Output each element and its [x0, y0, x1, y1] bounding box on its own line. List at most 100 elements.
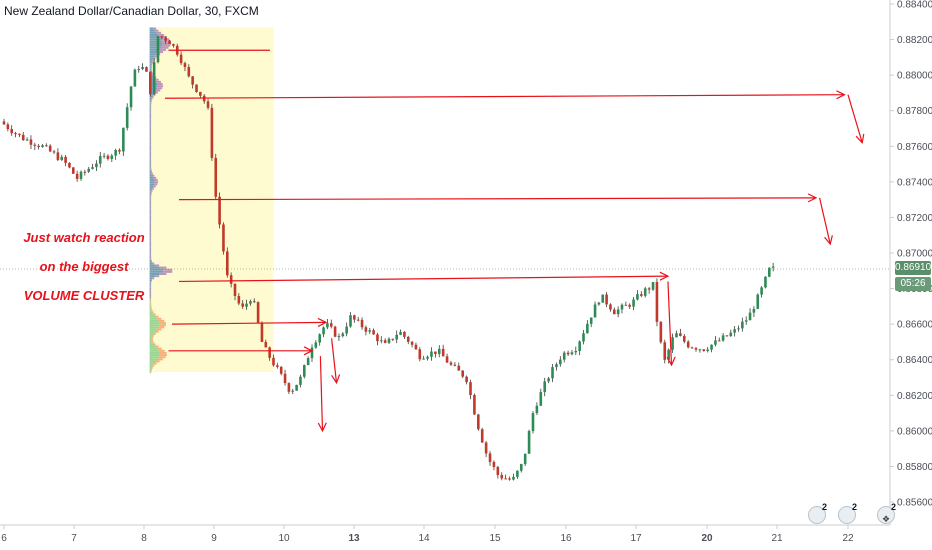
volume-bar-buy [149, 364, 153, 367]
volume-bar-sell [150, 106, 152, 109]
annotation-arrow [819, 197, 831, 244]
candle-body [125, 107, 129, 128]
volume-bar-sell [150, 151, 152, 154]
news-widget-1[interactable]: 2 [808, 502, 830, 524]
candle-body [276, 365, 279, 367]
price-tick-label: 0.85600 [897, 498, 932, 509]
volume-bar-buy [149, 322, 160, 325]
volume-bar-buy [149, 125, 151, 128]
candle-body [445, 356, 449, 363]
volume-bar-buy [149, 151, 151, 154]
volume-bar-buy [149, 147, 151, 150]
volume-bar-sell [157, 358, 163, 361]
candle-body [714, 340, 717, 345]
candle-body [667, 349, 670, 360]
candle-body [543, 381, 546, 393]
widget-count: 2 [852, 502, 858, 512]
candle-body [582, 333, 585, 342]
volume-bar-buy [149, 127, 151, 130]
candle-body [187, 67, 191, 77]
volume-bar-sell [150, 296, 152, 299]
time-tick-label: 15 [489, 533, 501, 544]
volume-bar-sell [150, 166, 152, 169]
volume-bar-sell [153, 176, 157, 179]
volume-bar-buy [149, 202, 151, 205]
volume-bar-sell [152, 364, 155, 367]
candle-body [434, 351, 437, 354]
candle-body [372, 330, 375, 335]
volume-bar-buy [149, 347, 157, 350]
volume-bar-buy [149, 102, 151, 105]
candle-body [399, 331, 402, 335]
candle-body [636, 294, 639, 300]
last-price-tag: 0.86910 [895, 261, 932, 275]
candle-body [710, 344, 713, 350]
annotation-arrow [178, 276, 668, 283]
volume-bar-buy [149, 339, 152, 342]
volume-bar-sell [151, 63, 153, 66]
candle-body [457, 365, 461, 371]
candle-body [551, 367, 554, 379]
news-widget-2[interactable]: 2 [838, 502, 860, 524]
candle-body [589, 317, 593, 324]
volume-bar-buy [149, 309, 152, 312]
candle-body [566, 352, 570, 355]
volume-bar-sell [150, 147, 152, 150]
volume-bar-buy [149, 51, 158, 54]
candle-body [547, 378, 550, 382]
volume-bar-sell [159, 324, 166, 327]
candle-body [137, 69, 141, 71]
volume-bar-buy [149, 332, 154, 335]
volume-bar-sell [150, 211, 152, 214]
volume-bar-buy [149, 70, 152, 73]
candle-body [426, 356, 429, 359]
candle-body [256, 302, 260, 323]
time-tick-label: 8 [141, 533, 147, 544]
volume-bar-buy [149, 371, 151, 374]
news-widget-3[interactable]: ❖ 2 [877, 502, 899, 524]
volume-bar-buy [149, 266, 160, 269]
volume-bar-sell [153, 313, 156, 316]
candle-body [477, 414, 480, 430]
volume-bar-sell [150, 202, 152, 205]
volume-bar-sell [155, 264, 160, 267]
volume-bar-buy [149, 366, 152, 369]
volume-bar-buy [149, 317, 157, 320]
volume-bar-sell [163, 270, 173, 273]
volume-bar-sell [151, 61, 153, 64]
volume-bar-sell [154, 181, 159, 184]
volume-bar-sell [150, 153, 152, 156]
volume-bar-buy [149, 247, 151, 250]
volume-bar-sell [150, 298, 152, 301]
price-tick-label: 0.86200 [897, 391, 932, 402]
volume-bar-buy [149, 251, 151, 254]
volume-bar-sell [150, 245, 152, 248]
price-tick-label: 0.88000 [897, 71, 932, 82]
volume-bar-sell [150, 281, 152, 284]
candle-body [531, 413, 535, 432]
candle-body [345, 326, 348, 334]
volume-bar-sell [150, 219, 152, 222]
volume-bar-buy [149, 311, 153, 314]
volume-bar-buy [149, 249, 151, 252]
volume-bar-buy [149, 223, 151, 226]
candle-body [504, 478, 507, 480]
volume-bar-buy [149, 258, 151, 261]
candle-body [410, 341, 414, 345]
volume-bar-buy [149, 313, 154, 316]
candle-body [322, 327, 325, 335]
candle-body [168, 40, 171, 45]
volume-bar-buy [149, 213, 151, 216]
volume-bar-sell [150, 236, 152, 239]
volume-bar-buy [149, 55, 155, 58]
volume-bar-buy [149, 155, 151, 158]
candle-body [141, 67, 144, 70]
volume-bar-sell [150, 234, 152, 237]
volume-bar-sell [151, 366, 153, 369]
volume-bar-buy [149, 144, 151, 147]
volume-bar-buy [149, 61, 152, 64]
volume-bar-buy [149, 277, 153, 280]
volume-bar-sell [150, 134, 152, 137]
candle-body [609, 304, 612, 310]
